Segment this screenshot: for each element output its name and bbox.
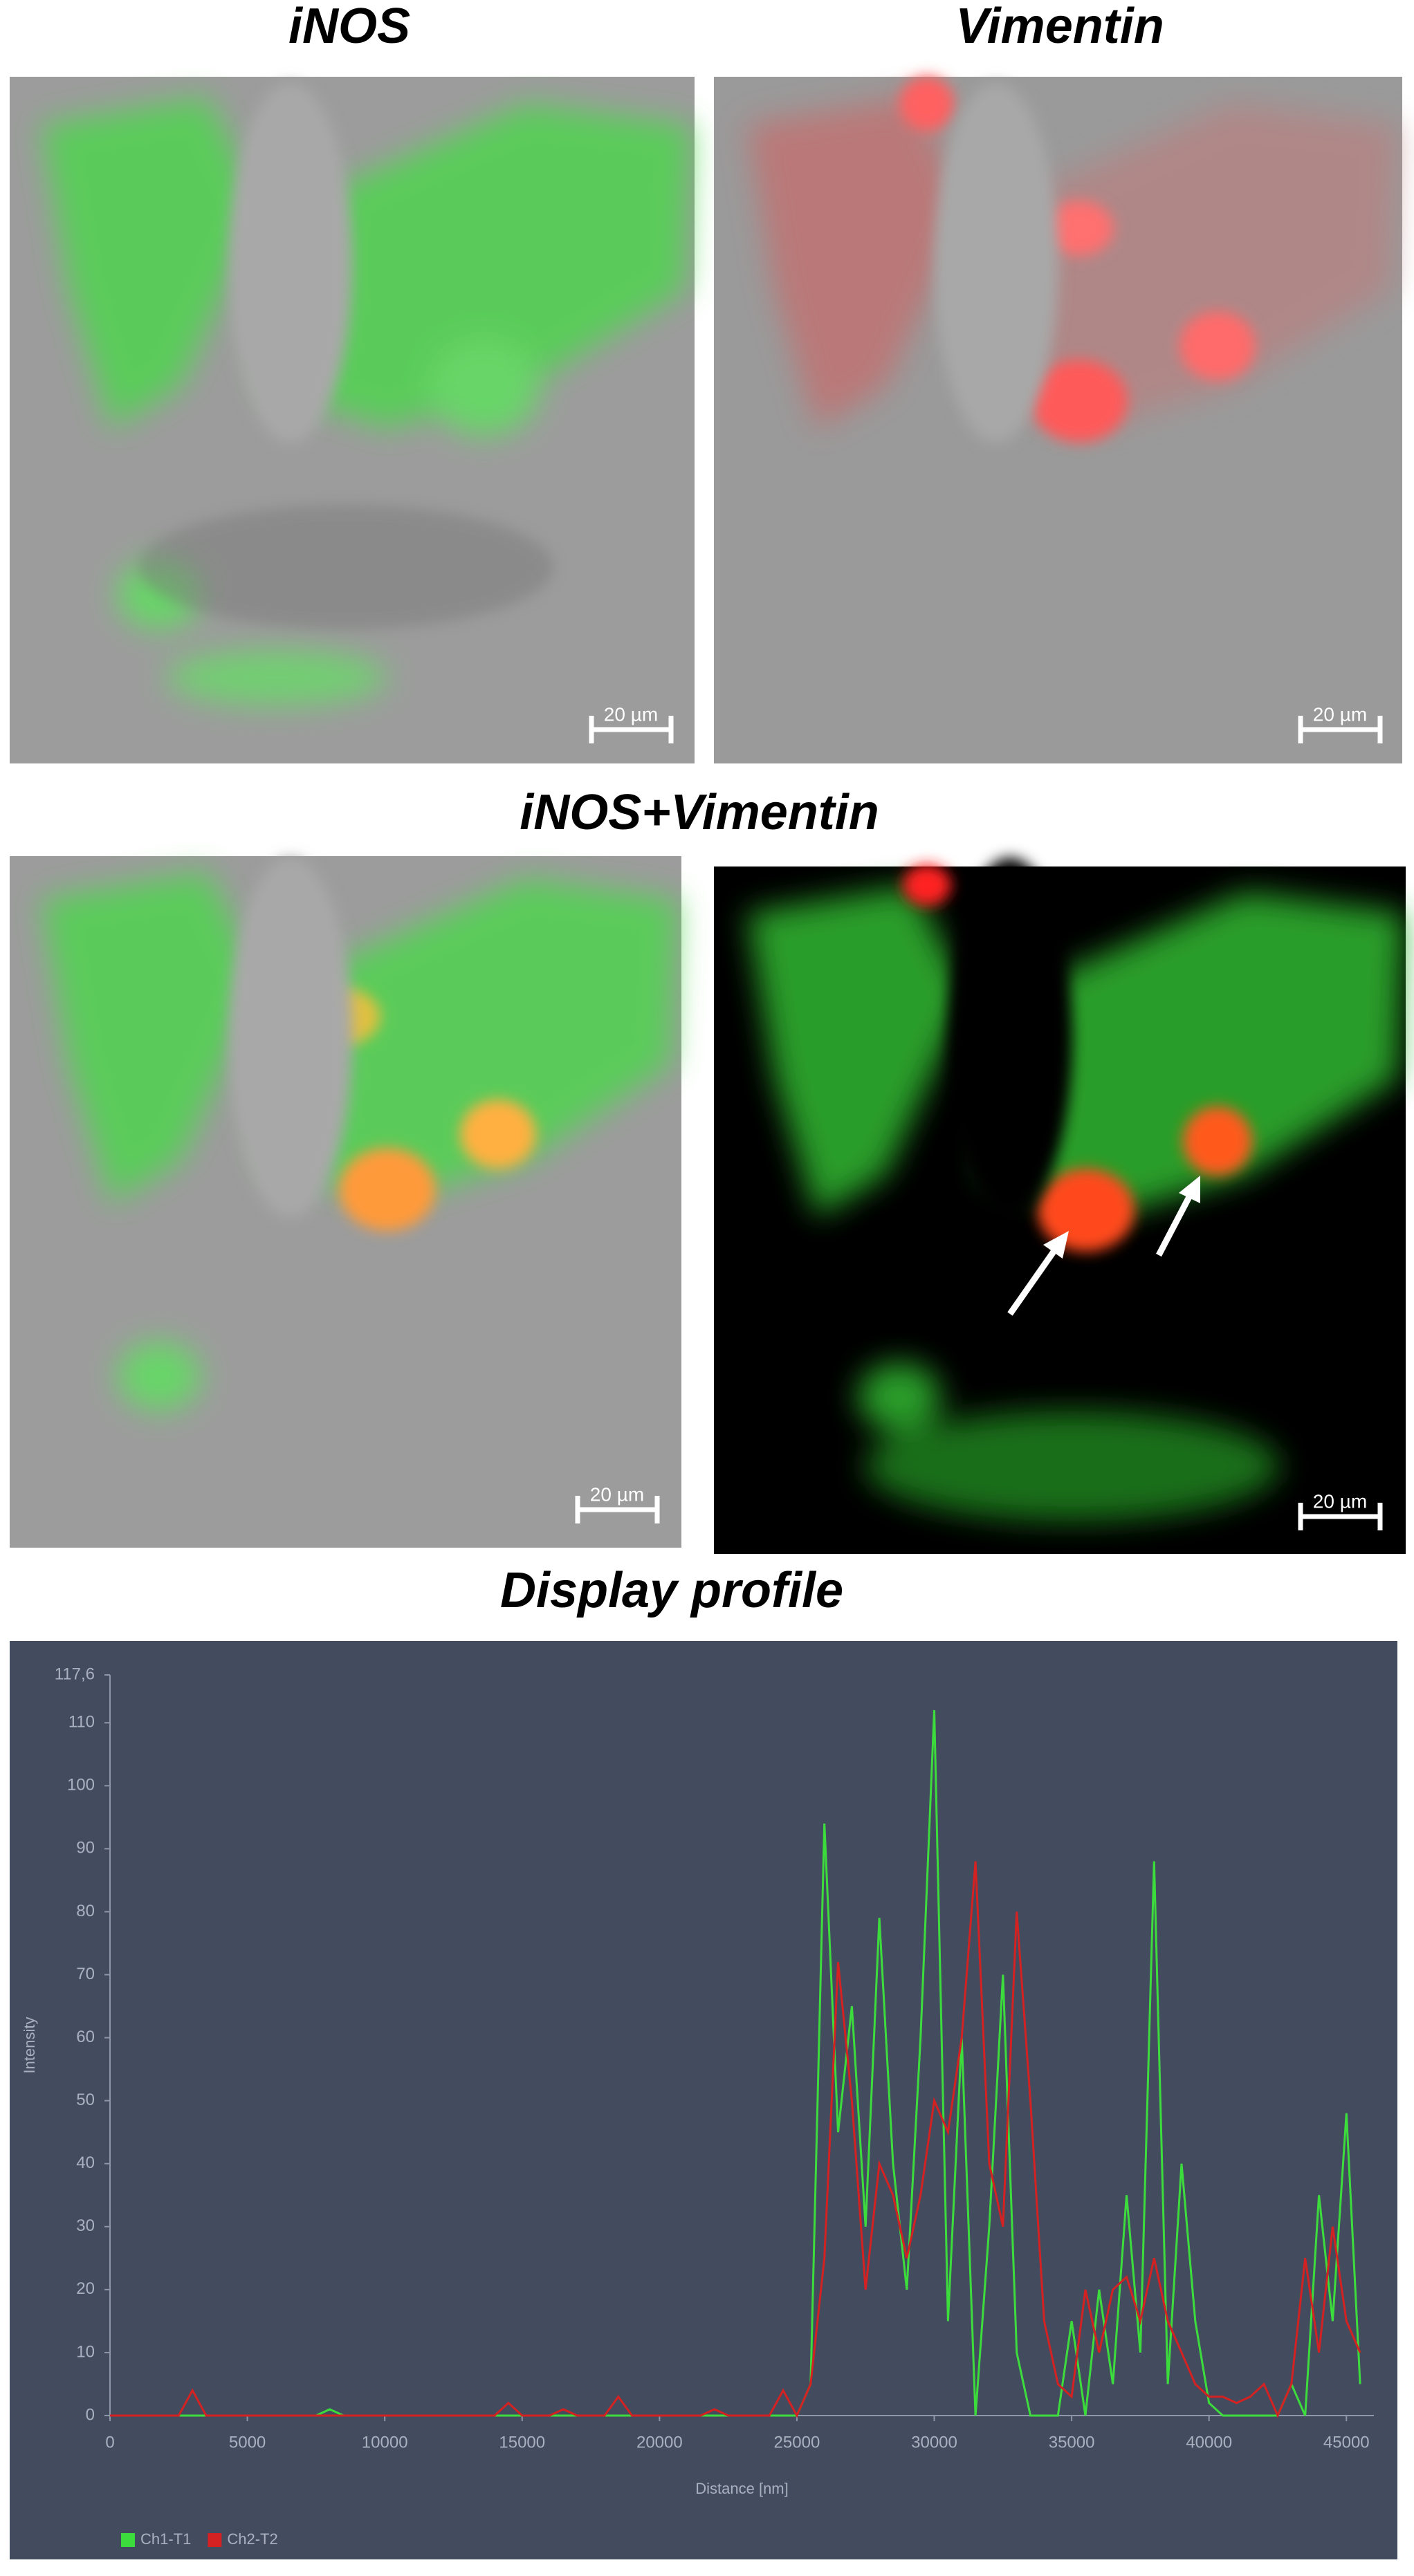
chart-background: [10, 1641, 1397, 2559]
x-tick-label: 35000: [1049, 2433, 1095, 2452]
y-tick-label: 80: [76, 1902, 95, 1920]
x-tick-label: 25000: [774, 2433, 820, 2452]
x-tick-label: 30000: [911, 2433, 957, 2452]
y-tick-label: 70: [76, 1965, 95, 1983]
legend-swatch: [121, 2533, 135, 2547]
y-tick-label: 30: [76, 2216, 95, 2235]
panel-title: Display profile: [500, 1563, 843, 1618]
micrograph: [10, 77, 695, 763]
panel-title: iNOS: [288, 0, 410, 54]
scale-bar-label: 20 µm: [604, 703, 658, 725]
micrograph: [714, 76, 1402, 763]
y-tick-label: 100: [67, 1776, 95, 1795]
y-tick-label: 117,6: [55, 1665, 95, 1683]
y-tick-label: 20: [76, 2279, 95, 2298]
chart: 0 10 20 30 40 50 60 70 80 90 100 110 117,6 0 5000 10000…: [21, 1665, 1374, 2548]
y-axis-label: Intensity: [21, 2017, 38, 2074]
arrow: [1156, 1191, 1194, 1257]
micrograph: [10, 856, 681, 1548]
arrow-head: [1043, 1231, 1069, 1259]
y-tick-label: 110: [68, 1713, 95, 1732]
x-tick-label: 20000: [636, 2433, 683, 2452]
y-tick-label: 60: [76, 2028, 95, 2046]
legend-label: Ch2-T2: [227, 2530, 277, 2548]
micrograph: [714, 858, 1406, 1554]
scale-bar-label: 20 µm: [1313, 703, 1367, 725]
x-tick-label: 15000: [499, 2433, 545, 2452]
panel-title: iNOS+Vimentin: [520, 785, 879, 840]
y-tick-label: 0: [86, 2405, 95, 2424]
scale-bar-label: 20 µm: [1313, 1490, 1367, 1512]
panel-title: Vimentin: [955, 0, 1164, 54]
scale-bar-label: 20 µm: [590, 1483, 644, 1505]
y-tick-label: 40: [76, 2153, 95, 2172]
x-tick-label: 5000: [229, 2433, 266, 2452]
arrow-head: [1179, 1176, 1200, 1203]
y-tick-label: 90: [76, 1839, 95, 1857]
y-tick-label: 50: [76, 2091, 95, 2109]
x-tick-label: 10000: [362, 2433, 408, 2452]
y-tick-label: 10: [76, 2342, 95, 2361]
legend-label: Ch1-T1: [140, 2530, 191, 2548]
legend-swatch: [208, 2533, 222, 2547]
series-line: [110, 1861, 1361, 2418]
x-tick-label: 0: [105, 2433, 114, 2452]
x-tick-label: 40000: [1186, 2433, 1232, 2452]
arrow: [1007, 1243, 1061, 1316]
x-tick-label: 45000: [1323, 2433, 1370, 2452]
scale-bar: [575, 716, 1383, 1530]
x-axis-label: Distance [nm]: [695, 2480, 789, 2497]
